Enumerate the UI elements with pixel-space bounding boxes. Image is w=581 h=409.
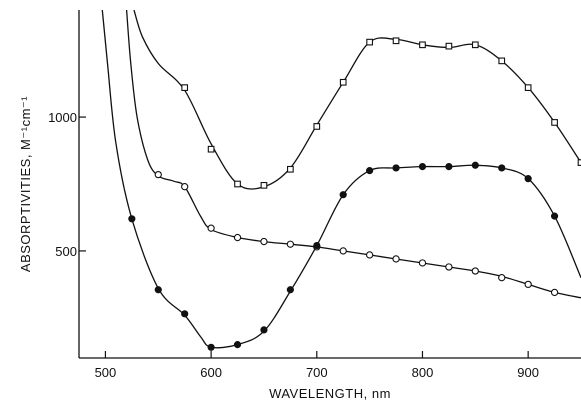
series-1-point-9 xyxy=(392,37,400,45)
curves xyxy=(101,10,581,349)
series-3-point-2 xyxy=(154,286,162,294)
series-2-point-3 xyxy=(207,224,215,232)
series-2-point-1 xyxy=(154,170,162,179)
series-1-point-11 xyxy=(445,42,453,50)
series-1-point-10 xyxy=(419,41,426,49)
series-2-point-5 xyxy=(260,237,268,246)
x-tick-label-900: 900 xyxy=(517,365,539,380)
series-1-point-12 xyxy=(471,41,479,49)
markers xyxy=(128,37,581,351)
series-1-point-13 xyxy=(498,57,506,65)
series-1-point-6 xyxy=(313,123,321,130)
series-2-point-9 xyxy=(365,251,374,259)
series-3-point-6 xyxy=(260,326,268,334)
series-1-point-14 xyxy=(524,84,532,91)
series-2-point-11 xyxy=(418,259,427,267)
series-3-point-1 xyxy=(128,215,136,223)
series-2-point-16 xyxy=(550,288,559,297)
x-tick-label-700: 700 xyxy=(306,365,328,380)
series-3-point-3 xyxy=(181,310,189,318)
series-2-point-14 xyxy=(498,274,506,282)
series-3-point-4 xyxy=(207,343,215,351)
series-3-point-9 xyxy=(339,191,347,199)
series-3-point-15 xyxy=(498,164,506,172)
series-3-point-16 xyxy=(524,175,532,183)
ticks: 500 600 700 800 900 500 1000 xyxy=(48,110,539,380)
series-2-point-10 xyxy=(392,255,400,263)
x-axis-title: WAVELENGTH, nm xyxy=(269,386,391,401)
series-1-point-5 xyxy=(287,165,294,173)
series-2-point-6 xyxy=(286,240,295,248)
series-1-point-3 xyxy=(234,180,241,188)
series-3-point-12 xyxy=(418,163,427,171)
x-tick-label-800: 800 xyxy=(412,365,434,380)
series-1-point-8 xyxy=(366,38,373,46)
series-2-point-13 xyxy=(471,267,479,275)
series-2-point-4 xyxy=(233,233,242,242)
y-axis-title: ABSORPTIVITIES, M⁻¹cm⁻¹ xyxy=(18,96,33,272)
series-1-point-2 xyxy=(207,145,215,153)
series-3-point-14 xyxy=(471,161,479,169)
series-3-point-8 xyxy=(313,241,321,250)
series-3-point-11 xyxy=(392,164,400,172)
series-3-point-7 xyxy=(286,286,294,294)
series-2-point-8 xyxy=(339,247,347,255)
series-2-line xyxy=(125,10,581,299)
series-1-point-1 xyxy=(181,84,189,91)
series-1-line xyxy=(133,10,581,190)
series-3-point-10 xyxy=(366,167,374,175)
series-1-point-7 xyxy=(339,78,347,86)
x-tick-label-500: 500 xyxy=(95,365,117,380)
x-tick-label-600: 600 xyxy=(200,365,222,380)
series-2-point-12 xyxy=(445,263,453,271)
axes xyxy=(78,10,581,359)
series-1-point-4 xyxy=(260,181,268,189)
y-tick-label-500: 500 xyxy=(55,244,77,259)
series-3-point-13 xyxy=(445,163,453,171)
series-3-line xyxy=(101,10,581,349)
series-1-point-16 xyxy=(577,159,581,166)
series-3-point-17 xyxy=(550,212,559,220)
series-2-point-2 xyxy=(181,183,189,191)
series-1-point-15 xyxy=(551,119,558,126)
series-2-point-15 xyxy=(524,280,532,289)
series-3-point-5 xyxy=(233,341,242,349)
y-tick-label-1000: 1000 xyxy=(48,110,77,125)
